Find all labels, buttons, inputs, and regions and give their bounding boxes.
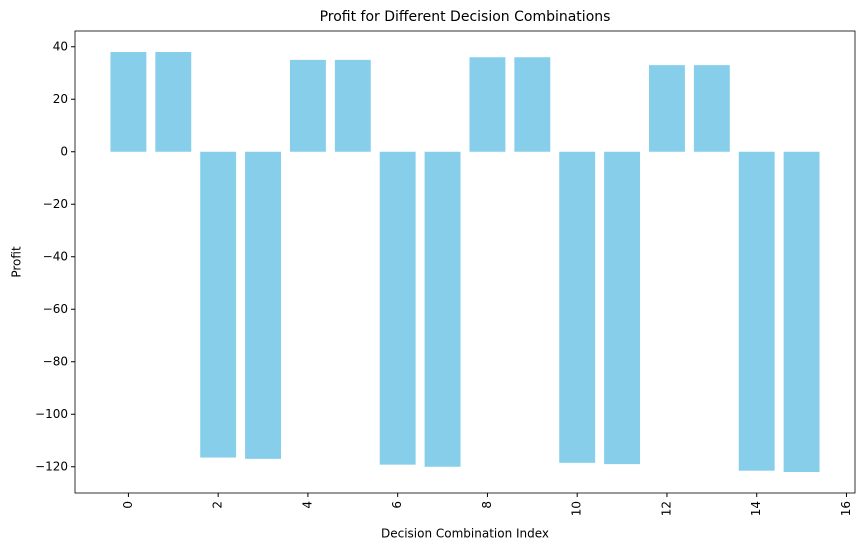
x-tick-label: 2 — [211, 501, 225, 509]
x-tick-label: 0 — [121, 501, 135, 509]
y-tick-label: 40 — [53, 39, 68, 53]
y-tick-label: −80 — [43, 354, 68, 368]
x-tick-label: 4 — [300, 501, 314, 509]
bar — [783, 151, 820, 472]
x-tick-label: 10 — [570, 501, 584, 516]
y-axis-label: Profit — [10, 246, 24, 278]
bar — [693, 65, 730, 152]
bar — [155, 52, 192, 152]
bar — [334, 59, 371, 152]
bar — [379, 151, 416, 465]
chart-title: Profit for Different Decision Combinatio… — [320, 9, 611, 25]
x-axis-label: Decision Combination Index — [381, 527, 549, 541]
bar — [514, 57, 551, 152]
y-tick-label: 20 — [53, 92, 68, 106]
x-tick-label: 6 — [390, 501, 404, 509]
x-tick-label: 14 — [749, 501, 763, 516]
plot-frame — [74, 30, 856, 494]
bar — [110, 52, 147, 152]
y-tick-label: −60 — [43, 302, 68, 316]
bar — [469, 57, 506, 152]
bar — [604, 151, 641, 465]
y-tick-label: 0 — [60, 144, 68, 158]
x-tick-label: 16 — [839, 501, 853, 516]
x-tick-label: 12 — [659, 501, 673, 516]
bar — [649, 65, 685, 152]
bar — [200, 151, 237, 458]
x-tick-label: 8 — [480, 501, 494, 509]
y-tick-label: −20 — [43, 197, 68, 211]
y-tick-label: −120 — [35, 459, 68, 473]
y-tick-label: −100 — [35, 407, 68, 421]
bar — [289, 59, 326, 152]
y-tick-label: −40 — [43, 249, 68, 263]
bar — [245, 151, 281, 459]
bar — [738, 151, 775, 471]
bar — [559, 151, 596, 463]
bar — [424, 151, 461, 467]
